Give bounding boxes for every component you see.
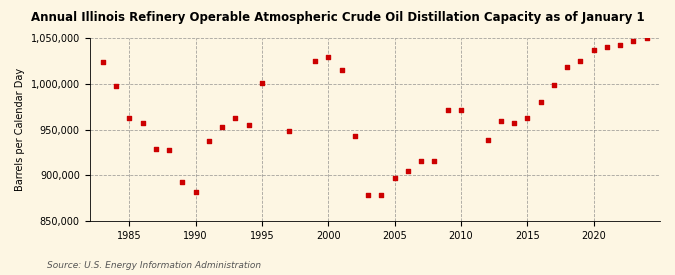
Point xyxy=(601,45,612,50)
Point xyxy=(442,108,453,113)
Point xyxy=(589,48,599,52)
Point xyxy=(350,134,360,138)
Text: Source: U.S. Energy Information Administration: Source: U.S. Energy Information Administ… xyxy=(47,260,261,270)
Point xyxy=(177,180,188,184)
Point xyxy=(164,148,175,152)
Point xyxy=(549,83,560,87)
Point xyxy=(243,123,254,127)
Point xyxy=(137,121,148,125)
Point xyxy=(482,138,493,142)
Point xyxy=(204,138,215,143)
Y-axis label: Barrels per Calendar Day: Barrels per Calendar Day xyxy=(15,68,25,191)
Point xyxy=(323,54,333,59)
Point xyxy=(190,189,201,194)
Point xyxy=(628,39,639,43)
Point xyxy=(495,119,506,124)
Point xyxy=(256,81,267,85)
Point xyxy=(376,192,387,197)
Point xyxy=(217,125,227,129)
Point xyxy=(111,84,122,88)
Point xyxy=(562,64,572,69)
Text: Annual Illinois Refinery Operable Atmospheric Crude Oil Distillation Capacity as: Annual Illinois Refinery Operable Atmosp… xyxy=(30,11,645,24)
Point xyxy=(615,42,626,47)
Point xyxy=(389,176,400,180)
Point xyxy=(283,129,294,134)
Point xyxy=(641,36,652,40)
Point xyxy=(310,59,321,63)
Point xyxy=(429,158,440,163)
Point xyxy=(230,116,241,120)
Point xyxy=(97,60,108,64)
Point xyxy=(416,158,427,163)
Point xyxy=(402,169,413,173)
Point xyxy=(509,121,520,125)
Point xyxy=(151,147,161,151)
Point xyxy=(336,68,347,72)
Point xyxy=(362,192,373,197)
Point xyxy=(124,116,135,120)
Point xyxy=(535,100,546,104)
Point xyxy=(575,59,586,63)
Point xyxy=(456,108,466,113)
Point xyxy=(522,116,533,120)
